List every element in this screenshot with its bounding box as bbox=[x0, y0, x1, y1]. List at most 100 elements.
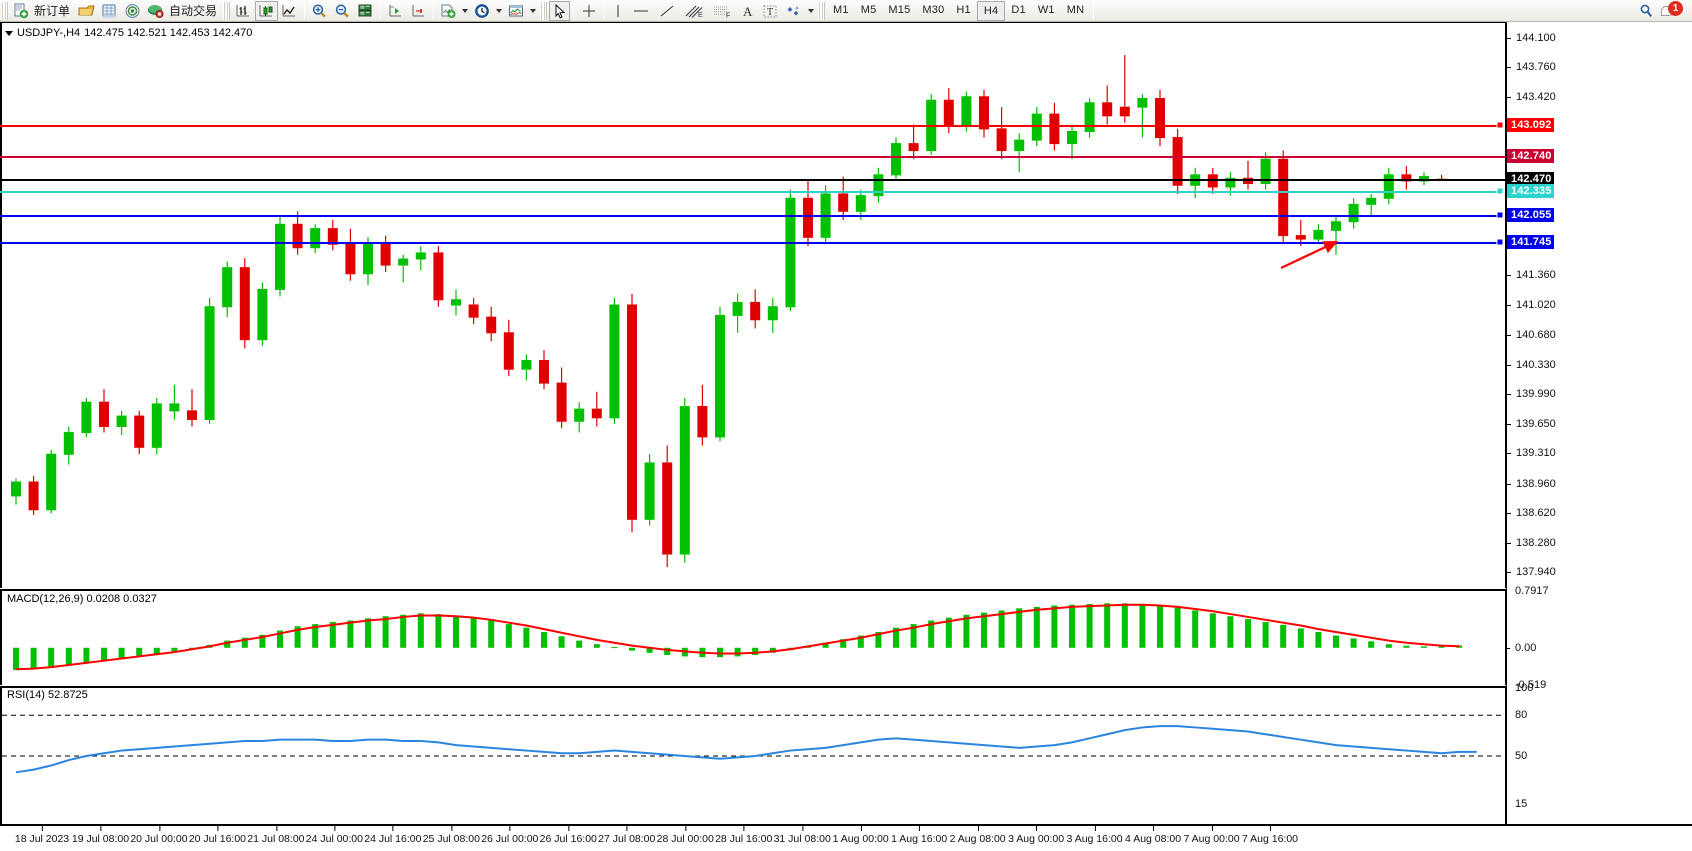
time-tick: 24 Jul 00:00 bbox=[306, 826, 363, 845]
timeframe-h1[interactable]: H1 bbox=[956, 4, 971, 16]
level-label-resistance-1[interactable]: 142.740 bbox=[1507, 148, 1555, 163]
price-axis[interactable]: 144.100 143.760 143.420 141.360 141.020 140.6… bbox=[1506, 22, 1692, 824]
toolbar-grip-3[interactable] bbox=[540, 1, 548, 20]
notification-badge[interactable]: 1 bbox=[1661, 1, 1683, 19]
rsi-pane[interactable] bbox=[0, 686, 1506, 824]
time-tick: 28 Jul 00:00 bbox=[657, 826, 714, 845]
timeframe-h4[interactable]: H4 bbox=[976, 0, 1006, 21]
rsi-tick: 50 bbox=[1515, 750, 1528, 762]
level-label-last-price[interactable]: 142.470 bbox=[1507, 172, 1555, 187]
objects-dropdown-caret[interactable] bbox=[808, 8, 815, 13]
svg-text:F: F bbox=[726, 12, 730, 19]
macd-pane[interactable] bbox=[0, 589, 1506, 685]
macd-series bbox=[13, 603, 1463, 671]
rsi-tick: 80 bbox=[1515, 709, 1528, 722]
navigator-icon[interactable] bbox=[121, 1, 144, 21]
fibonacci-icon[interactable]: F bbox=[708, 1, 736, 21]
new-chart-dropdown-caret[interactable] bbox=[462, 8, 469, 13]
time-tick: 3 Aug 00:00 bbox=[1008, 826, 1064, 845]
data-window-icon[interactable] bbox=[98, 1, 121, 21]
svg-text:A: A bbox=[743, 4, 753, 19]
shift-right-icon[interactable] bbox=[384, 1, 407, 21]
price-tick: 140.330 bbox=[1507, 359, 1692, 371]
period-icon[interactable] bbox=[471, 1, 505, 21]
level-label-support-1[interactable]: 142.055 bbox=[1507, 208, 1555, 223]
equidistant-channel-icon[interactable]: E bbox=[680, 1, 708, 21]
time-tick: 3 Aug 16:00 bbox=[1067, 826, 1123, 845]
time-tick: 24 Jul 16:00 bbox=[364, 826, 421, 845]
toolbar-separator-5 bbox=[604, 2, 606, 19]
price-tick: 139.650 bbox=[1507, 418, 1692, 430]
timeframe-w1[interactable]: W1 bbox=[1037, 4, 1055, 16]
price-tick: 138.280 bbox=[1507, 537, 1692, 549]
vline-icon[interactable] bbox=[608, 1, 628, 21]
auto-trading-icon[interactable]: 自动交易 bbox=[144, 1, 222, 21]
symbol-header[interactable]: USDJPY-,H4 142.475 142.521 142.453 142.4… bbox=[5, 27, 252, 39]
level-label-resistance-2[interactable]: 143.092 bbox=[1507, 118, 1555, 133]
trendline-icon[interactable] bbox=[654, 1, 680, 21]
time-tick: 1 Aug 16:00 bbox=[891, 826, 947, 845]
time-tick: 2 Aug 08:00 bbox=[950, 826, 1006, 845]
shift-end-icon[interactable] bbox=[407, 1, 430, 21]
level-label-support-2[interactable]: 141.745 bbox=[1507, 235, 1555, 250]
new-order-button[interactable]: 新订单 bbox=[10, 1, 75, 21]
rsi-tick: 15 bbox=[1515, 797, 1528, 810]
new-order-label: 新订单 bbox=[34, 4, 71, 18]
toolbar-separator-1 bbox=[304, 2, 306, 19]
candlestick-series bbox=[11, 55, 1447, 568]
symbol-dropdown-arrow[interactable] bbox=[5, 30, 13, 36]
candlestick-icon[interactable] bbox=[255, 0, 279, 21]
time-tick: 18 Jul 2023 bbox=[15, 826, 69, 845]
zoom-out-icon[interactable] bbox=[331, 1, 354, 21]
price-tick: 140.680 bbox=[1507, 329, 1692, 341]
market-watch-icon[interactable] bbox=[354, 1, 377, 21]
timeframe-m15[interactable]: M15 bbox=[888, 4, 911, 16]
time-tick: 28 Jul 16:00 bbox=[715, 826, 772, 845]
price-tick: 138.960 bbox=[1507, 478, 1692, 490]
toolbar-grip-4[interactable] bbox=[818, 1, 826, 20]
new-chart-icon[interactable] bbox=[437, 1, 471, 21]
time-tick: 7 Aug 00:00 bbox=[1183, 826, 1240, 845]
price-tick: 143.420 bbox=[1507, 91, 1692, 103]
price-tick: 137.940 bbox=[1507, 566, 1692, 578]
time-tick: 7 Aug 16:00 bbox=[1242, 826, 1298, 845]
time-tick: 19 Jul 08:00 bbox=[72, 826, 129, 845]
symbol-ohlc: 142.475 142.521 142.453 142.470 bbox=[84, 27, 253, 39]
hline-icon[interactable] bbox=[628, 1, 654, 21]
time-axis[interactable]: 18 Jul 2023 19 Jul 08:00 20 Jul 00:00 20 Ju… bbox=[0, 824, 1692, 851]
timeframe-mn[interactable]: MN bbox=[1066, 4, 1085, 16]
level-label-bid-line[interactable]: 142.335 bbox=[1507, 183, 1555, 198]
time-tick: 25 Jul 08:00 bbox=[423, 826, 480, 845]
folder-icon[interactable] bbox=[75, 1, 98, 21]
time-tick: 4 Aug 08:00 bbox=[1125, 826, 1181, 845]
toolbar-grip-2[interactable] bbox=[223, 1, 231, 20]
bar-chart-icon[interactable] bbox=[232, 1, 255, 21]
timeframe-m1[interactable]: M1 bbox=[833, 4, 849, 16]
indicators-dropdown-caret[interactable] bbox=[530, 8, 537, 13]
period-dropdown-caret[interactable] bbox=[496, 8, 503, 13]
macd-tick: 0.00 bbox=[1506, 642, 1692, 654]
price-tick: 139.310 bbox=[1507, 447, 1692, 459]
crosshair-icon[interactable] bbox=[577, 1, 601, 21]
price-tick: 138.620 bbox=[1507, 507, 1692, 519]
indicators-icon[interactable] bbox=[505, 1, 539, 21]
timeframe-m30[interactable]: M30 bbox=[922, 4, 945, 16]
search-icon[interactable] bbox=[1635, 1, 1658, 21]
text-object-icon[interactable]: T bbox=[758, 1, 782, 21]
toolbar-grip-1[interactable] bbox=[1, 1, 8, 20]
price-axis-labels: 143.092 142.740 142.470 142.335 142.055 141.7… bbox=[1506, 22, 1692, 588]
objects-icon[interactable] bbox=[782, 1, 817, 21]
price-chart-pane[interactable] bbox=[0, 22, 1506, 588]
auto-trading-label: 自动交易 bbox=[169, 4, 218, 18]
zoom-in-icon[interactable] bbox=[308, 1, 331, 21]
text-label-icon[interactable]: A bbox=[736, 1, 758, 21]
toolbar-separator-4 bbox=[573, 2, 575, 19]
line-chart-icon[interactable] bbox=[278, 1, 301, 21]
time-tick: 20 Jul 00:00 bbox=[130, 826, 188, 845]
cursor-icon[interactable] bbox=[549, 0, 571, 21]
svg-text:T: T bbox=[767, 7, 773, 18]
time-axis-ticks: 18 Jul 2023 19 Jul 08:00 20 Jul 00:00 20 Ju… bbox=[0, 826, 1506, 851]
notifications-button[interactable]: 1 bbox=[1658, 1, 1686, 21]
timeframe-d1[interactable]: D1 bbox=[1011, 4, 1026, 16]
timeframe-m5[interactable]: M5 bbox=[860, 4, 877, 16]
